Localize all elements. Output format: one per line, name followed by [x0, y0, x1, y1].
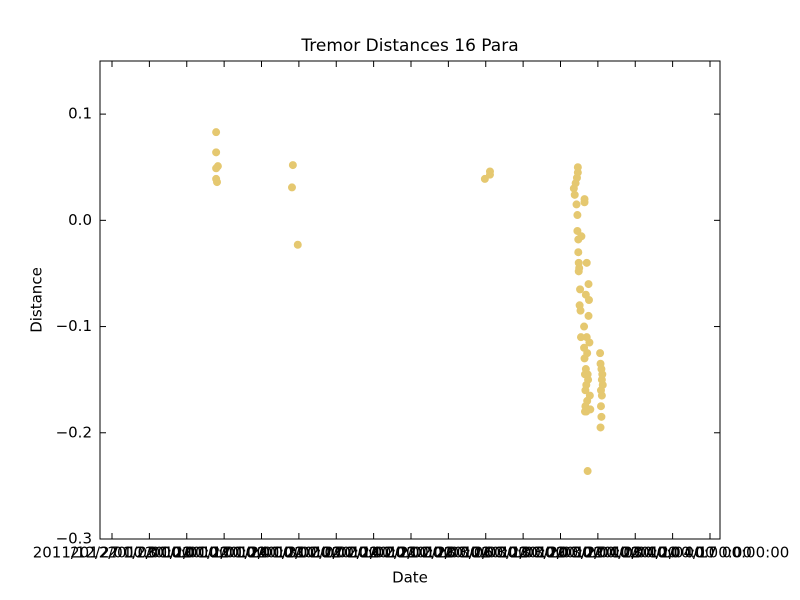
point: [597, 391, 606, 400]
point: [573, 226, 582, 235]
point: [596, 423, 605, 432]
point: [583, 349, 592, 358]
point: [288, 161, 297, 170]
x-tick-label: 2012/03/27 00:00:00: [519, 544, 678, 562]
chart-title: Tremor Distances 16 Para: [300, 36, 518, 56]
x-tick-label: 2012/03/20 00:00:00: [481, 544, 640, 562]
point: [574, 248, 583, 257]
point: [583, 467, 592, 476]
point: [584, 375, 593, 384]
y-tick-label: 0.0: [68, 211, 92, 229]
x-tick-label: 2012/03/13 00:00:00: [444, 544, 603, 562]
point: [480, 174, 489, 183]
point: [596, 402, 605, 411]
x-axis-label: Date: [392, 569, 428, 587]
y-tick-label: −0.1: [56, 317, 92, 335]
point: [597, 412, 606, 421]
point: [598, 380, 607, 389]
point: [584, 311, 593, 320]
point: [570, 190, 579, 199]
point: [293, 240, 302, 249]
point: [212, 128, 221, 137]
x-tick-label: 2011/12/27 00:00:00: [33, 544, 192, 562]
point: [212, 148, 221, 157]
point: [580, 322, 589, 331]
x-tick-label: 2012/02/28 00:00:00: [369, 544, 528, 562]
point: [572, 173, 581, 182]
x-tick-label: 2012/03/06 00:00:00: [406, 544, 565, 562]
x-tick-label: 2012/01/31 00:00:00: [220, 544, 379, 562]
y-tick-label: −0.2: [56, 423, 92, 441]
point: [586, 405, 595, 414]
point: [213, 178, 222, 187]
point: [573, 211, 582, 220]
x-tick-label: 2012/04/17 00:00:00: [631, 544, 790, 562]
point: [577, 232, 586, 241]
point: [584, 296, 593, 304]
y-tick-label: −0.3: [56, 530, 92, 548]
x-tick-label: 2012/02/21 00:00:00: [332, 544, 491, 562]
x-tick-label: 2012/02/14 00:00:00: [294, 544, 453, 562]
x-tick-label: 2012/04/10 00:00:00: [593, 544, 752, 562]
point: [575, 264, 584, 273]
x-tick-label: 2012/04/03 00:00:00: [556, 544, 715, 562]
point: [212, 164, 221, 173]
point: [585, 391, 594, 400]
x-tick-label: 2012/01/03 00:00:00: [70, 544, 229, 562]
point: [582, 258, 591, 267]
plot-frame: [99, 60, 721, 540]
point: [576, 306, 585, 315]
point: [596, 349, 605, 358]
point: [598, 370, 607, 379]
point: [576, 285, 585, 294]
point: [580, 198, 589, 207]
y-axis-label: Distance: [28, 267, 46, 333]
y-tick-label: 0.1: [68, 105, 92, 123]
point: [485, 170, 494, 179]
x-tick-label: 2012/01/17 00:00:00: [145, 544, 304, 562]
point: [585, 338, 594, 347]
point: [584, 280, 593, 289]
x-tick-label: 2012/01/24 00:00:00: [182, 544, 341, 562]
point: [572, 200, 581, 209]
x-tick-label: 2012/02/07 00:00:00: [257, 544, 416, 562]
point: [287, 183, 296, 192]
x-tick-label: 2012/01/10 00:00:00: [107, 544, 266, 562]
